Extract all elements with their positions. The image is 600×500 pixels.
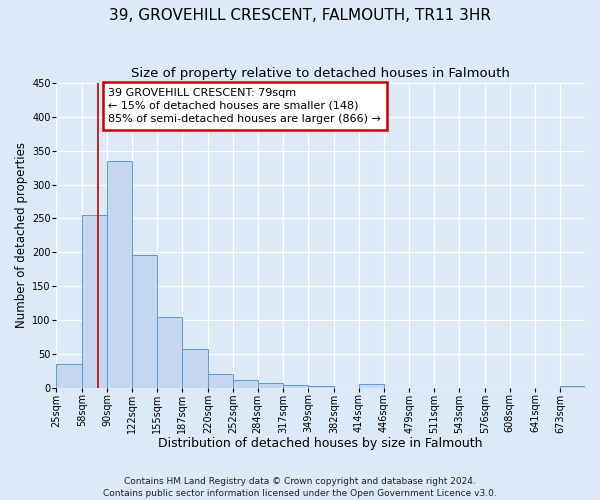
X-axis label: Distribution of detached houses by size in Falmouth: Distribution of detached houses by size … xyxy=(158,437,483,450)
Text: Contains HM Land Registry data © Crown copyright and database right 2024.
Contai: Contains HM Land Registry data © Crown c… xyxy=(103,476,497,498)
Bar xyxy=(233,380,258,388)
Bar xyxy=(107,161,132,388)
Bar xyxy=(132,255,157,388)
Text: 39, GROVEHILL CRESCENT, FALMOUTH, TR11 3HR: 39, GROVEHILL CRESCENT, FALMOUTH, TR11 3… xyxy=(109,8,491,22)
Bar xyxy=(208,374,233,388)
Bar xyxy=(182,349,208,388)
Text: 39 GROVEHILL CRESCENT: 79sqm
← 15% of detached houses are smaller (148)
85% of s: 39 GROVEHILL CRESCENT: 79sqm ← 15% of de… xyxy=(109,88,382,124)
Bar xyxy=(560,386,585,388)
Bar xyxy=(82,215,107,388)
Bar xyxy=(258,383,283,388)
Bar xyxy=(56,364,82,388)
Title: Size of property relative to detached houses in Falmouth: Size of property relative to detached ho… xyxy=(131,68,510,80)
Bar xyxy=(308,386,334,388)
Y-axis label: Number of detached properties: Number of detached properties xyxy=(15,142,28,328)
Bar xyxy=(283,385,308,388)
Bar xyxy=(157,318,182,388)
Bar xyxy=(359,384,383,388)
